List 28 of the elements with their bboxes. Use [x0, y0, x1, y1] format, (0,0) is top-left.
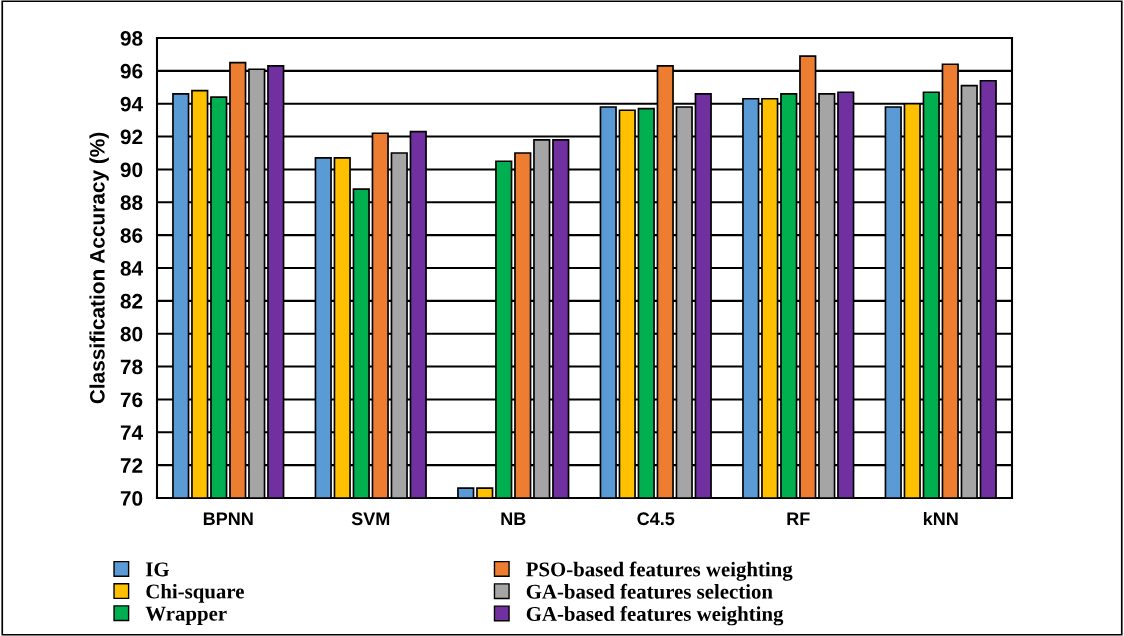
y-tick-label: 96	[120, 63, 143, 79]
x-tick-label: C4.5	[637, 512, 675, 526]
legend-label: GA-based features selection	[526, 583, 773, 599]
y-tick-label: 74	[120, 425, 143, 440]
y-tick-label: 88	[120, 195, 143, 211]
y-tick-label: 76	[120, 392, 143, 408]
y-tick-label: 84	[120, 261, 143, 276]
y-tick-label: 80	[120, 326, 143, 342]
y-tick-label: 92	[120, 129, 143, 145]
legend-label: Chi-square	[146, 583, 244, 603]
y-tick-label: 90	[120, 162, 143, 178]
x-tick-label: NB	[501, 512, 526, 525]
legend-label: IG	[145, 562, 170, 577]
x-tick-label: RF	[787, 512, 810, 525]
y-tick-label: 98	[120, 31, 143, 46]
y-axis-title: Classification Accuracy (%)	[89, 132, 109, 404]
x-tick-label: SVM	[351, 512, 390, 526]
y-tick-label: 82	[120, 293, 143, 309]
y-tick-label: 86	[120, 228, 143, 243]
y-tick-label: 78	[120, 359, 143, 375]
y-tick-label: 72	[120, 458, 143, 473]
legend-label: GA-based features weighting	[526, 606, 784, 626]
x-tick-label: BPNN	[203, 512, 253, 525]
x-tick-label: kNN	[923, 511, 958, 525]
y-tick-label: 70	[120, 491, 143, 506]
legend-label: PSO-based features weighting	[526, 561, 793, 581]
y-tick-label: 94	[120, 96, 143, 112]
legend-label: Wrapper	[145, 606, 227, 625]
